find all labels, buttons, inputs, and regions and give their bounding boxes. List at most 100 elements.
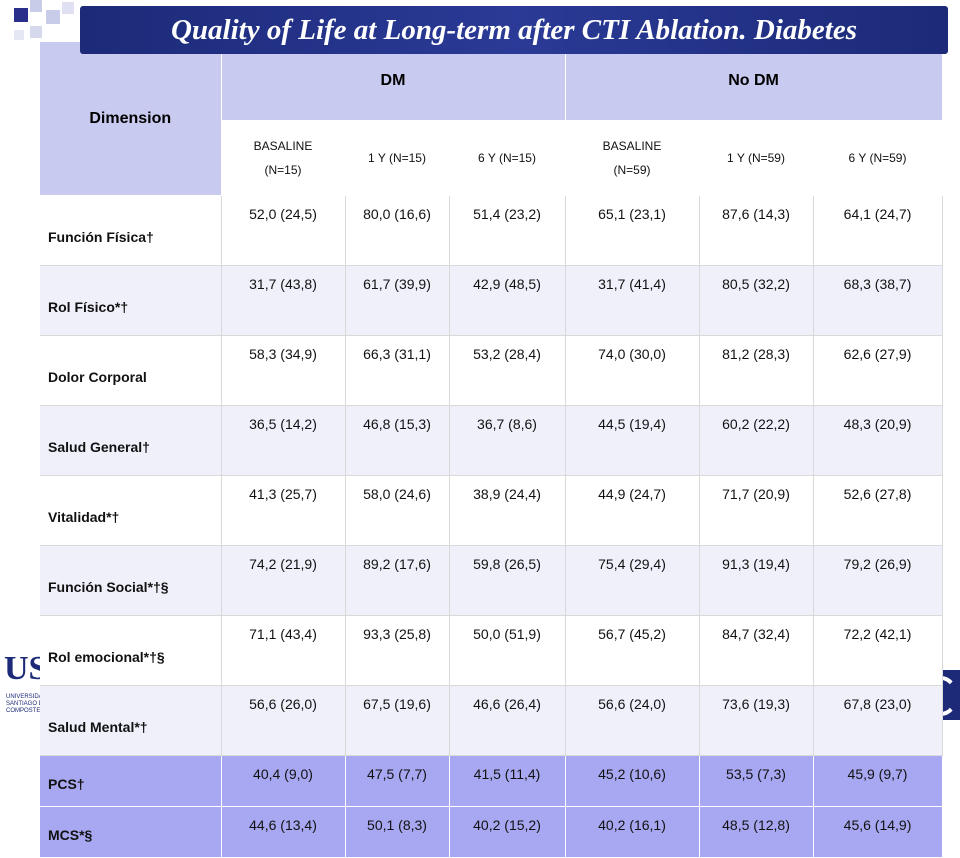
column-subheader: BASALINE (N=59) bbox=[565, 120, 700, 196]
value-cell: 67,8 (23,0) bbox=[813, 685, 943, 756]
dimension-cell: Rol emocional*†§ bbox=[40, 615, 222, 686]
value-cell: 75,4 (29,4) bbox=[565, 545, 700, 616]
value-cell: 38,9 (24,4) bbox=[449, 475, 566, 546]
column-subheader: 1 Y (N=15) bbox=[345, 120, 450, 196]
value-cell: 61,7 (39,9) bbox=[345, 265, 450, 336]
value-cell: 53,2 (28,4) bbox=[449, 335, 566, 406]
value-cell: 59,8 (26,5) bbox=[449, 545, 566, 616]
column-subheader: BASALINE (N=15) bbox=[221, 120, 346, 196]
value-cell: 31,7 (41,4) bbox=[565, 265, 700, 336]
dimension-cell: Vitalidad*† bbox=[40, 475, 222, 546]
value-cell: 60,2 (22,2) bbox=[699, 405, 814, 476]
column-subheader-line: 6 Y (N=59) bbox=[848, 151, 907, 165]
value-cell: 65,1 (23,1) bbox=[565, 195, 700, 266]
table-row: Salud Mental*† 56,6 (26,0) 67,5 (19,6) 46,6… bbox=[40, 685, 943, 756]
value-cell: 36,5 (14,2) bbox=[221, 405, 346, 476]
dimension-cell: Salud General† bbox=[40, 405, 222, 476]
table-row: Vitalidad*† 41,3 (25,7) 58,0 (24,6) 38,9 (2… bbox=[40, 475, 943, 546]
table-row: Función Social*†§ 74,2 (21,9) 89,2 (17,6) 5… bbox=[40, 545, 943, 616]
value-cell: 93,3 (25,8) bbox=[345, 615, 450, 686]
value-cell: 46,8 (15,3) bbox=[345, 405, 450, 476]
value-cell: 46,6 (26,4) bbox=[449, 685, 566, 756]
value-cell: 45,2 (10,6) bbox=[565, 755, 700, 807]
column-subheader-line: 6 Y (N=15) bbox=[478, 151, 536, 165]
dimension-cell: Función Social*†§ bbox=[40, 545, 222, 616]
dimension-cell: Función Física† bbox=[40, 195, 222, 266]
dimension-header: Dimension bbox=[40, 42, 222, 196]
value-cell: 41,5 (11,4) bbox=[449, 755, 566, 807]
table-row: Función Física† 52,0 (24,5) 80,0 (16,6) 51,… bbox=[40, 195, 943, 266]
value-cell: 40,2 (16,1) bbox=[565, 806, 700, 858]
value-cell: 48,5 (12,8) bbox=[699, 806, 814, 858]
table-row: Salud General† 36,5 (14,2) 46,8 (15,3) 36,7… bbox=[40, 405, 943, 476]
group-header-no-dm: No DM bbox=[565, 42, 943, 121]
decor-square bbox=[14, 30, 24, 40]
value-cell: 64,1 (24,7) bbox=[813, 195, 943, 266]
column-subheader: 1 Y (N=59) bbox=[699, 120, 814, 196]
value-cell: 67,5 (19,6) bbox=[345, 685, 450, 756]
value-cell: 45,6 (14,9) bbox=[813, 806, 943, 858]
value-cell: 81,2 (28,3) bbox=[699, 335, 814, 406]
value-cell: 71,7 (20,9) bbox=[699, 475, 814, 546]
dimension-cell: MCS*§ bbox=[40, 806, 222, 858]
dimension-cell: Rol Físico*† bbox=[40, 265, 222, 336]
value-cell: 44,6 (13,4) bbox=[221, 806, 346, 858]
value-cell: 42,9 (48,5) bbox=[449, 265, 566, 336]
decor-square bbox=[46, 10, 60, 24]
value-cell: 31,7 (43,8) bbox=[221, 265, 346, 336]
decor-square bbox=[30, 26, 42, 38]
value-cell: 52,6 (27,8) bbox=[813, 475, 943, 546]
quality-of-life-table: Dimension DM No DM BASALINE (N=15) 1 Y (N=… bbox=[40, 42, 943, 858]
decor-square bbox=[62, 2, 74, 14]
value-cell: 47,5 (7,7) bbox=[345, 755, 450, 807]
column-subheader-line: 1 Y (N=59) bbox=[727, 151, 785, 165]
dimension-cell: PCS† bbox=[40, 755, 222, 807]
value-cell: 79,2 (26,9) bbox=[813, 545, 943, 616]
value-cell: 56,6 (24,0) bbox=[565, 685, 700, 756]
title-banner: Quality of Life at Long-term after CTI A… bbox=[80, 6, 948, 54]
column-subheader: 6 Y (N=15) bbox=[449, 120, 566, 196]
value-cell: 66,3 (31,1) bbox=[345, 335, 450, 406]
value-cell: 80,5 (32,2) bbox=[699, 265, 814, 336]
value-cell: 74,0 (30,0) bbox=[565, 335, 700, 406]
column-subheader-line: BASALINE bbox=[253, 139, 313, 153]
column-subheader-line: (N=59) bbox=[613, 163, 651, 177]
value-cell: 40,2 (15,2) bbox=[449, 806, 566, 858]
value-cell: 48,3 (20,9) bbox=[813, 405, 943, 476]
value-cell: 89,2 (17,6) bbox=[345, 545, 450, 616]
decor-square bbox=[14, 8, 28, 22]
value-cell: 91,3 (19,4) bbox=[699, 545, 814, 616]
column-subheader-line: BASALINE bbox=[602, 139, 662, 153]
value-cell: 74,2 (21,9) bbox=[221, 545, 346, 616]
page-title: Quality of Life at Long-term after CTI A… bbox=[170, 13, 858, 46]
value-cell: 84,7 (32,4) bbox=[699, 615, 814, 686]
value-cell: 50,1 (8,3) bbox=[345, 806, 450, 858]
table-row: Dolor Corporal 58,3 (34,9) 66,3 (31,1) 53,2… bbox=[40, 335, 943, 406]
group-header-dm: DM bbox=[221, 42, 566, 121]
value-cell: 44,5 (19,4) bbox=[565, 405, 700, 476]
column-subheader-line: (N=15) bbox=[264, 163, 302, 177]
value-cell: 44,9 (24,7) bbox=[565, 475, 700, 546]
university-logo-subtext: UNIVERSIDADE DE SANTIAGO DE COMPOSTELA bbox=[6, 694, 62, 714]
value-cell: 72,2 (42,1) bbox=[813, 615, 943, 686]
value-cell: 40,4 (9,0) bbox=[221, 755, 346, 807]
column-subheader: 6 Y (N=59) bbox=[813, 120, 943, 196]
decor-square bbox=[30, 0, 42, 12]
table-row: Rol emocional*†§ 71,1 (43,4) 93,3 (25,8) 50… bbox=[40, 615, 943, 686]
value-cell: 52,0 (24,5) bbox=[221, 195, 346, 266]
value-cell: 80,0 (16,6) bbox=[345, 195, 450, 266]
value-cell: 36,7 (8,6) bbox=[449, 405, 566, 476]
column-subheader-line: 1 Y (N=15) bbox=[368, 151, 426, 165]
value-cell: 56,7 (45,2) bbox=[565, 615, 700, 686]
value-cell: 62,6 (27,9) bbox=[813, 335, 943, 406]
table-row: MCS*§ 44,6 (13,4) 50,1 (8,3) 40,2 (15,2) 40,… bbox=[40, 806, 943, 858]
dimension-cell: Salud Mental*† bbox=[40, 685, 222, 756]
value-cell: 56,6 (26,0) bbox=[221, 685, 346, 756]
value-cell: 53,5 (7,3) bbox=[699, 755, 814, 807]
value-cell: 68,3 (38,7) bbox=[813, 265, 943, 336]
value-cell: 87,6 (14,3) bbox=[699, 195, 814, 266]
value-cell: 71,1 (43,4) bbox=[221, 615, 346, 686]
value-cell: 58,0 (24,6) bbox=[345, 475, 450, 546]
table-row: Rol Físico*† 31,7 (43,8) 61,7 (39,9) 42,9 (… bbox=[40, 265, 943, 336]
value-cell: 50,0 (51,9) bbox=[449, 615, 566, 686]
